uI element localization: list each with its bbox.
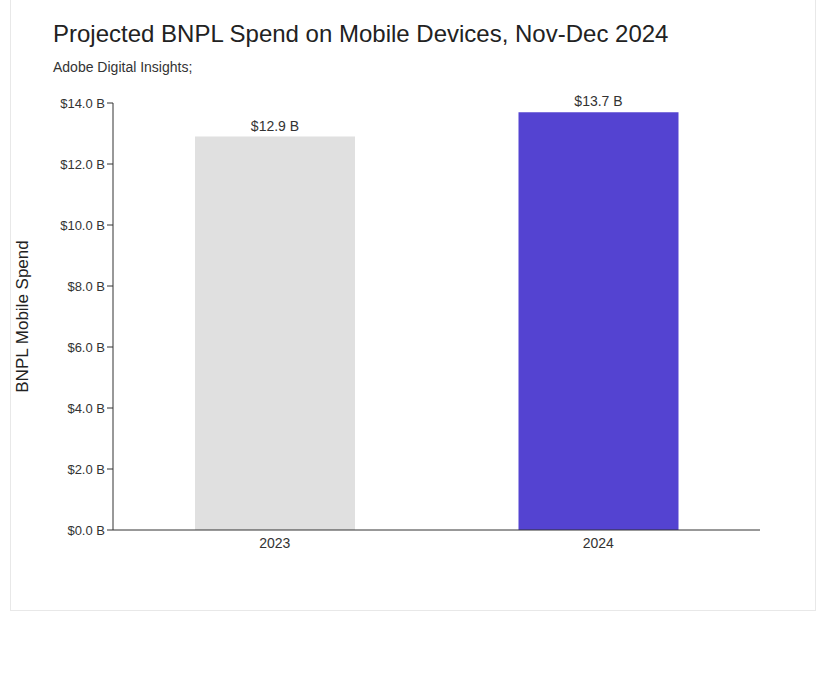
svg-text:$13.7 B: $13.7 B bbox=[574, 93, 622, 109]
svg-text:$12.0 B: $12.0 B bbox=[60, 157, 105, 172]
svg-text:$4.0 B: $4.0 B bbox=[67, 401, 105, 416]
svg-text:BNPL Mobile Spend: BNPL Mobile Spend bbox=[13, 240, 32, 392]
svg-text:$2.0 B: $2.0 B bbox=[67, 462, 105, 477]
svg-text:$6.0 B: $6.0 B bbox=[67, 340, 105, 355]
svg-text:$14.0 B: $14.0 B bbox=[60, 96, 105, 111]
svg-text:$8.0 B: $8.0 B bbox=[67, 279, 105, 294]
html-text:Projected BNPL Spend on Mobile: Projected BNPL Spend on Mobile Devices, … bbox=[53, 20, 669, 47]
svg-text:$12.9 B: $12.9 B bbox=[251, 118, 299, 134]
svg-text:$0.0 B: $0.0 B bbox=[67, 523, 105, 538]
svg-text:$10.0 B: $10.0 B bbox=[60, 218, 105, 233]
html-text:Adobe Digital Insights;: Adobe Digital Insights; bbox=[53, 59, 193, 75]
svg-text:2024: 2024 bbox=[583, 535, 614, 551]
svg-text:2023: 2023 bbox=[259, 535, 290, 551]
